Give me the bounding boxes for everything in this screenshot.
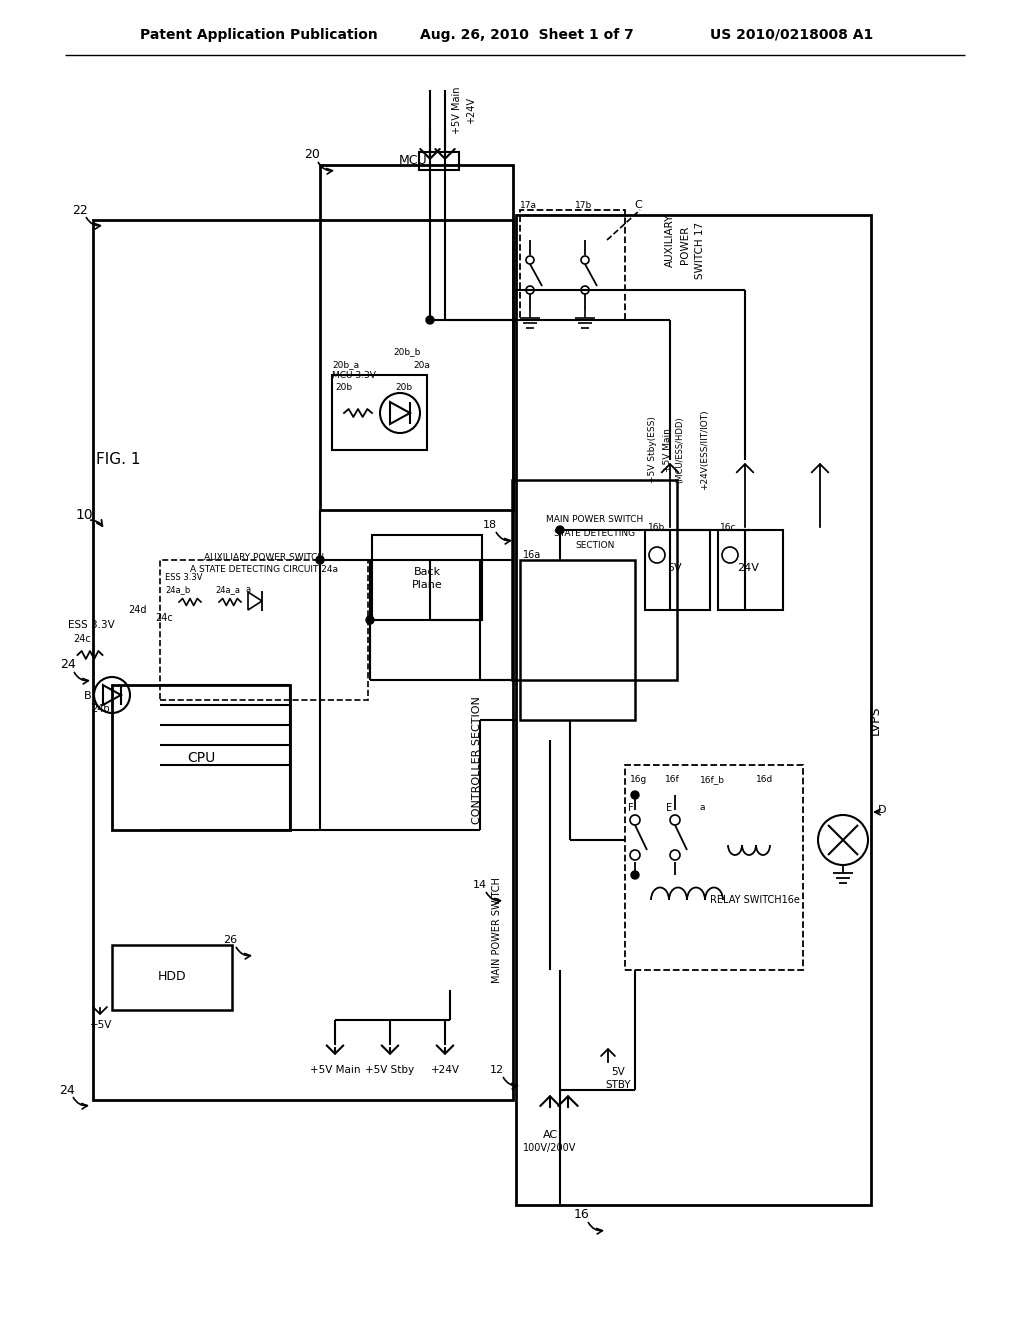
Text: a: a	[246, 586, 251, 594]
Text: B: B	[84, 690, 92, 701]
Bar	[516, 215, 871, 1205]
Text: +5V Stby: +5V Stby	[366, 1065, 415, 1074]
Text: 14: 14	[473, 880, 487, 890]
Text: STATE DETECTING: STATE DETECTING	[554, 528, 636, 537]
Text: ESS 3.3V: ESS 3.3V	[68, 620, 115, 630]
Text: 24: 24	[59, 1084, 75, 1097]
Circle shape	[316, 556, 324, 564]
Text: Patent Application Publication: Patent Application Publication	[140, 28, 378, 42]
Text: D: D	[878, 805, 887, 814]
Bar	[93, 220, 513, 1100]
Text: MCU 3.3V: MCU 3.3V	[332, 371, 376, 380]
Text: 10: 10	[75, 508, 92, 521]
Bar	[625, 766, 803, 970]
Circle shape	[426, 315, 434, 323]
Text: 24c: 24c	[155, 612, 173, 623]
Text: AUXILIARY: AUXILIARY	[665, 214, 675, 267]
Text: POWER: POWER	[680, 226, 690, 264]
Text: US 2010/0218008 A1: US 2010/0218008 A1	[710, 28, 873, 42]
Text: 20: 20	[304, 149, 319, 161]
Text: Aug. 26, 2010  Sheet 1 of 7: Aug. 26, 2010 Sheet 1 of 7	[420, 28, 634, 42]
Bar	[112, 685, 290, 830]
Text: 100V/200V: 100V/200V	[523, 1143, 577, 1152]
Bar	[645, 531, 710, 610]
Circle shape	[556, 525, 564, 535]
Bar	[332, 375, 427, 450]
Text: ESS 3.3V: ESS 3.3V	[165, 573, 203, 582]
Text: 17b: 17b	[575, 201, 592, 210]
Bar	[419, 152, 459, 170]
Text: +24V(ESS/IIT/IOT): +24V(ESS/IIT/IOT)	[700, 409, 709, 490]
Text: CONTROLLER SECTION: CONTROLLER SECTION	[472, 696, 482, 824]
Text: 24c: 24c	[73, 634, 91, 644]
Text: 26: 26	[223, 935, 238, 945]
Text: 12: 12	[489, 1065, 504, 1074]
Text: MAIN POWER SWITCH: MAIN POWER SWITCH	[547, 516, 644, 524]
Text: 24d: 24d	[128, 605, 146, 615]
Text: 24a_b: 24a_b	[165, 586, 190, 594]
Text: +5V Main: +5V Main	[663, 428, 672, 473]
Circle shape	[366, 616, 374, 624]
Text: (MCU/ESS/HDD): (MCU/ESS/HDD)	[675, 417, 684, 483]
Text: 24V: 24V	[737, 564, 759, 573]
Text: +24V: +24V	[466, 96, 476, 124]
Text: SWITCH 17: SWITCH 17	[695, 222, 705, 279]
Text: AUXILIARY POWER SWITCH: AUXILIARY POWER SWITCH	[204, 553, 324, 562]
Text: CPU: CPU	[186, 751, 215, 766]
Text: a: a	[700, 804, 706, 813]
Text: 20a: 20a	[413, 360, 430, 370]
Text: 20b_a: 20b_a	[332, 360, 359, 370]
Text: 16b: 16b	[648, 524, 666, 532]
Bar	[319, 165, 513, 510]
Text: 16d: 16d	[756, 776, 773, 784]
Circle shape	[631, 791, 639, 799]
Text: RELAY SWITCH16e: RELAY SWITCH16e	[710, 895, 800, 906]
Bar	[160, 560, 368, 700]
Bar	[520, 210, 625, 319]
Text: SECTION: SECTION	[575, 541, 614, 550]
Text: AC: AC	[543, 1130, 557, 1140]
Text: 16a: 16a	[523, 550, 542, 560]
Text: F: F	[628, 803, 634, 813]
Text: 5V: 5V	[668, 564, 682, 573]
Text: 22: 22	[72, 203, 88, 216]
Bar	[372, 535, 482, 620]
Text: +5V Main: +5V Main	[452, 86, 462, 133]
Text: A STATE DETECTING CIRCUIT 24a: A STATE DETECTING CIRCUIT 24a	[190, 565, 338, 574]
Text: FIG. 1: FIG. 1	[96, 453, 140, 467]
Text: Plane: Plane	[412, 579, 442, 590]
Text: +5V: +5V	[90, 1020, 113, 1030]
Bar	[520, 560, 635, 719]
Text: +5V Main: +5V Main	[309, 1065, 360, 1074]
Text: 24b: 24b	[91, 704, 110, 714]
Text: 16g: 16g	[630, 776, 647, 784]
Text: 16f: 16f	[665, 776, 680, 784]
Text: 20b: 20b	[335, 383, 352, 392]
Text: MCU: MCU	[398, 153, 427, 166]
Text: HDD: HDD	[158, 970, 186, 983]
Bar	[512, 480, 677, 680]
Bar	[112, 945, 232, 1010]
Circle shape	[631, 871, 639, 879]
Text: Back: Back	[414, 568, 440, 577]
Text: 16f_b: 16f_b	[700, 776, 725, 784]
Text: 20b: 20b	[395, 383, 412, 392]
Text: 17a: 17a	[520, 201, 537, 210]
Text: E: E	[666, 803, 672, 813]
Text: +5V Stby(ESS): +5V Stby(ESS)	[648, 417, 657, 483]
Bar	[718, 531, 783, 610]
Text: 20b_b: 20b_b	[393, 347, 421, 356]
Text: 24: 24	[60, 659, 76, 672]
Text: C: C	[634, 201, 642, 210]
Text: LVPS: LVPS	[868, 705, 882, 735]
Text: MAIN POWER SWITCH: MAIN POWER SWITCH	[492, 876, 502, 983]
Text: 5V: 5V	[611, 1067, 625, 1077]
Text: STBY: STBY	[605, 1080, 631, 1090]
Text: 16: 16	[574, 1209, 590, 1221]
Text: +24V: +24V	[430, 1065, 460, 1074]
Text: 24a_a: 24a_a	[215, 586, 240, 594]
Text: 16c: 16c	[720, 524, 736, 532]
Text: 18: 18	[483, 520, 497, 531]
